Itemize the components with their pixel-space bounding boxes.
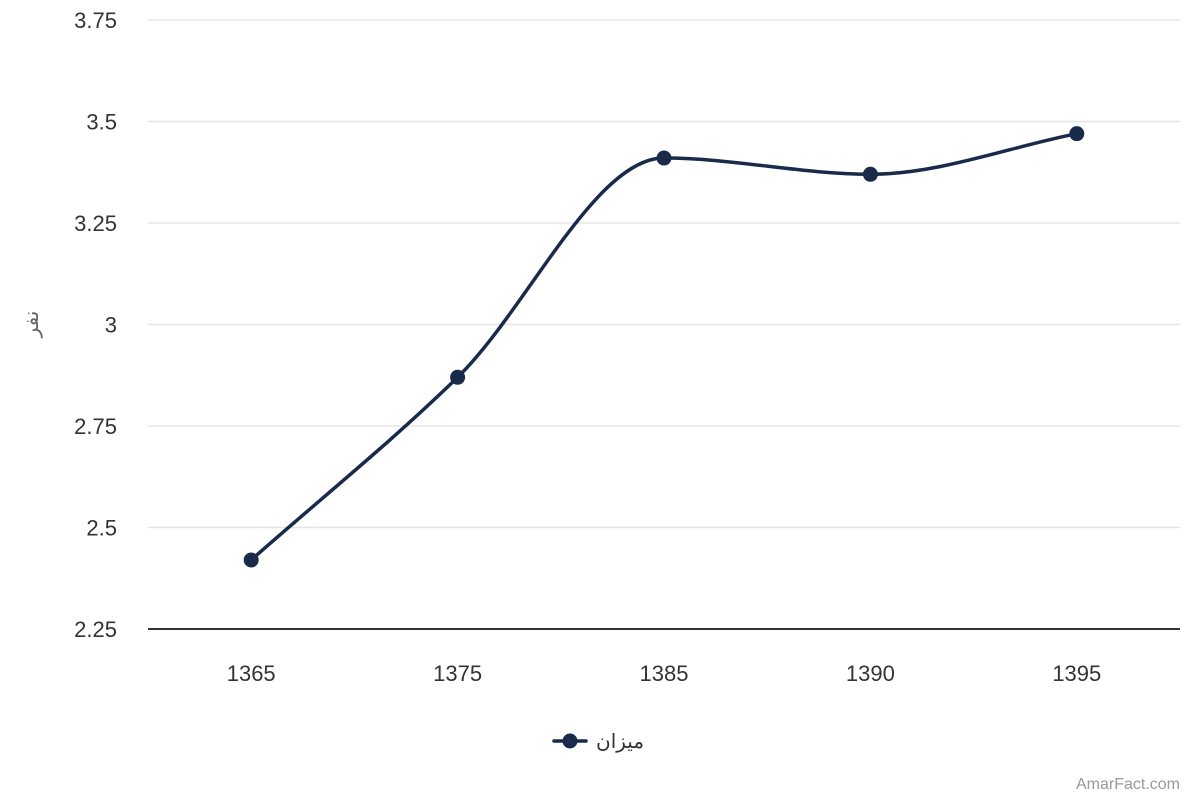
- x-tick-label: 1385: [640, 661, 689, 686]
- x-tick-label: 1395: [1052, 661, 1101, 686]
- data-point[interactable]: [862, 166, 878, 182]
- series-line: [249, 131, 1079, 562]
- y-tick-label: 2.5: [86, 516, 117, 541]
- grid-lines: [148, 19, 1180, 529]
- y-tick-label: 3.75: [74, 8, 117, 33]
- y-axis-tick-labels: 2.25 2.5 2.75 3 3.25 3.5 3.75: [74, 8, 117, 642]
- y-tick-label: 3.5: [86, 110, 117, 135]
- x-tick-label: 1365: [227, 661, 276, 686]
- x-axis-tick-labels: 1365 1375 1385 1390 1395: [227, 661, 1102, 686]
- y-tick-label: 3: [105, 313, 117, 338]
- x-tick-label: 1375: [433, 661, 482, 686]
- series-group: [243, 126, 1085, 568]
- legend-marker-icon: [562, 733, 578, 749]
- legend[interactable]: میزان: [552, 729, 644, 753]
- data-point[interactable]: [450, 369, 466, 385]
- y-tick-label: 2.75: [74, 414, 117, 439]
- data-point[interactable]: [243, 552, 259, 568]
- credit-link[interactable]: AmarFact.com: [1075, 776, 1180, 793]
- data-point[interactable]: [656, 150, 672, 166]
- y-tick-label: 3.25: [74, 211, 117, 236]
- data-point[interactable]: [1069, 126, 1085, 142]
- y-tick-label: 2.25: [74, 617, 117, 642]
- y-axis-title: نفر: [19, 311, 43, 339]
- x-tick-label: 1390: [846, 661, 895, 686]
- legend-label[interactable]: میزان: [596, 729, 644, 753]
